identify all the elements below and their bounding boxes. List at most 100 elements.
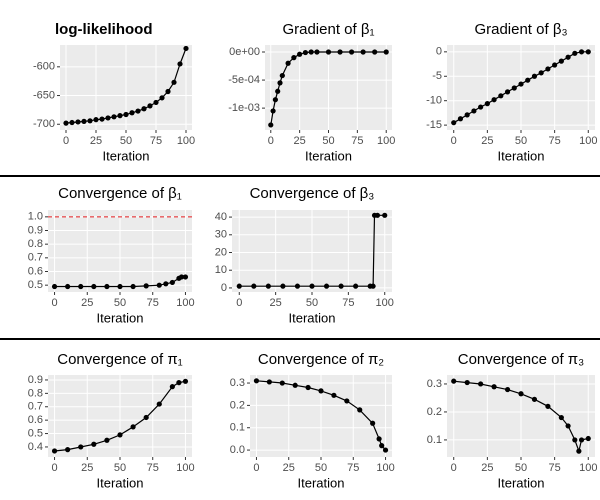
data-point (585, 435, 591, 442)
x-tick-label: 75 (147, 462, 159, 474)
data-point (265, 283, 271, 289)
data-point (253, 378, 260, 384)
panel: 0 25 50 75 100 -1e-03 -5e-04 0e+00 Gradient of β… (228, 21, 395, 163)
data-point (51, 283, 58, 290)
data-point (484, 101, 490, 107)
x-tick-label: 100 (377, 135, 395, 147)
data-point (511, 85, 517, 91)
x-axis-title: Iteration (498, 148, 545, 163)
x-tick-label: 100 (376, 297, 394, 309)
x-tick-label: 25 (270, 297, 282, 309)
x-tick-label: 25 (283, 462, 295, 474)
data-point (63, 120, 69, 126)
y-tick-label: 0.6 (28, 414, 43, 426)
data-point (376, 436, 382, 442)
data-point (344, 398, 350, 404)
data-point (498, 93, 504, 99)
data-point (464, 379, 470, 386)
data-point (178, 274, 185, 280)
panel-title: Gradient of β₁ (282, 21, 374, 38)
x-tick-label: 50 (306, 297, 318, 309)
data-point (117, 283, 123, 290)
data-point (93, 117, 99, 123)
x-axis-title: Iteration (298, 475, 345, 490)
x-tick-label: 50 (322, 135, 334, 147)
data-point (268, 122, 274, 128)
data-point (143, 283, 149, 289)
data-point (272, 97, 278, 103)
x-tick-label: 25 (481, 462, 493, 474)
x-tick-label: 75 (147, 297, 159, 309)
data-point (75, 119, 81, 125)
data-point (171, 79, 177, 85)
data-point (585, 49, 591, 55)
x-tick-label: 0 (51, 462, 57, 474)
data-point (318, 388, 324, 394)
y-tick-label: 10 (215, 264, 227, 276)
x-tick-label: 0 (51, 297, 57, 309)
y-tick-label: 0 (436, 46, 442, 58)
data-point (111, 114, 117, 120)
data-point (291, 55, 297, 61)
y-tick-label: 0.1 (230, 422, 245, 434)
data-point (297, 51, 303, 57)
data-point (251, 283, 257, 289)
x-tick-label: 0 (451, 135, 457, 147)
x-tick-label: 100 (376, 462, 394, 474)
data-point (531, 73, 538, 79)
data-point (81, 118, 87, 124)
data-point (525, 77, 531, 83)
panel: 0 25 50 75 100 0.5 0.60.7 0.8 0.91.0 Convergence … (28, 185, 195, 325)
data-point (379, 443, 385, 449)
data-point (457, 116, 464, 122)
panel-title: log-likelihood (55, 21, 153, 38)
y-tick-label: 0.7 (28, 401, 43, 413)
x-tick-label: 75 (549, 135, 561, 147)
data-point (518, 81, 524, 87)
x-axis-title: Iteration (97, 475, 144, 490)
panel-title: Gradient of β₃ (474, 21, 567, 38)
x-axis-title: Iteration (103, 148, 150, 163)
x-tick-label: 100 (176, 462, 194, 474)
data-point (576, 448, 582, 454)
y-tick-label: 0.3 (427, 378, 442, 390)
y-tick-label: 0.7 (28, 252, 43, 264)
data-point (294, 283, 301, 289)
data-point (169, 279, 175, 286)
data-point (325, 49, 332, 55)
data-point (163, 281, 169, 287)
data-point (182, 274, 189, 280)
panel: 0 25 50 75 100 0.1 0.2 0.3 Convergence of π₃ Iter… (427, 351, 598, 490)
data-point (572, 437, 578, 443)
data-point (99, 116, 105, 122)
data-point (65, 447, 71, 453)
panel: 0 25 50 75 100 0 10 20 30 40 Convergence of β₃ Iter… (215, 185, 394, 325)
data-point (87, 118, 93, 124)
data-point (69, 119, 75, 126)
y-tick-label: 20 (215, 246, 227, 258)
data-point (51, 448, 58, 454)
data-point (277, 80, 283, 86)
data-point (130, 424, 136, 430)
data-point (279, 72, 285, 79)
data-point (382, 447, 389, 453)
y-tick-label: -650 (33, 89, 55, 101)
y-tick-label: 0.4 (28, 441, 43, 453)
y-tick-label: 0.9 (28, 374, 43, 386)
data-point (309, 283, 315, 289)
x-tick-label: 50 (515, 135, 527, 147)
x-tick-label: 0 (63, 135, 69, 147)
data-point (141, 106, 147, 112)
data-point (572, 50, 578, 56)
y-tick-label: -5e-04 (228, 74, 260, 86)
data-point (104, 283, 110, 290)
y-tick-label: -15 (426, 119, 442, 131)
data-point (183, 45, 189, 52)
panel-title: Convergence of π₁ (57, 351, 182, 368)
y-tick-label: 0.8 (28, 238, 43, 250)
y-tick-label: 30 (215, 229, 227, 241)
x-tick-label: 100 (177, 135, 195, 147)
data-point (176, 380, 182, 386)
data-point (374, 212, 381, 218)
x-tick-label: 50 (315, 462, 327, 474)
